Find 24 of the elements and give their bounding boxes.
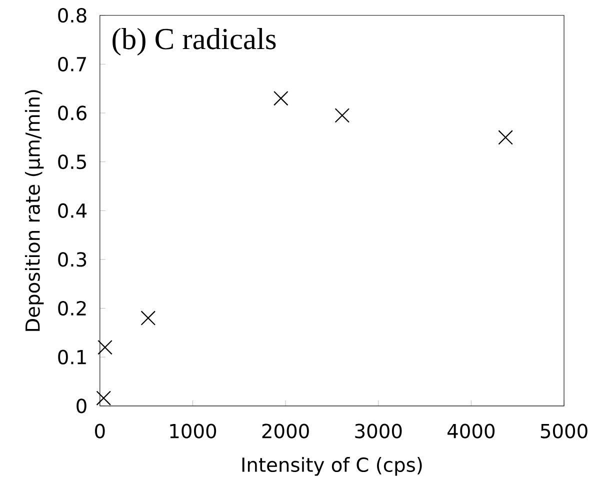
point <box>334 108 350 123</box>
y-axis-title: Deposition rate (μm/min) <box>24 90 44 331</box>
y-tick-label: 0.7 <box>58 56 86 72</box>
y-tick-label: 0.6 <box>58 106 86 120</box>
y-tick-label: 0.4 <box>58 203 87 218</box>
y-tick-label: 0.2 <box>58 300 86 316</box>
x-axis-title: Intensity of C (cps) <box>242 456 422 476</box>
x-tick-label: 4000 <box>448 424 495 438</box>
point <box>96 390 112 406</box>
x-tick-label: 0 <box>95 424 105 438</box>
x-tick-label: 1000 <box>170 424 216 438</box>
y-tick-label: 0 <box>76 398 86 414</box>
x-tick-label: 5000 <box>540 424 588 438</box>
point <box>98 340 112 355</box>
annotation: (b) C radicals <box>112 28 276 56</box>
y-tick-label: 0.5 <box>58 154 86 170</box>
x-tick-label: 2000 <box>262 424 309 438</box>
y-tick-label: 0.8 <box>58 8 86 23</box>
y-tick-label: 0.3 <box>58 252 86 267</box>
point <box>498 130 513 145</box>
x-tick-label: 3000 <box>355 424 402 438</box>
point <box>140 310 156 326</box>
y-tick-label: 0.1 <box>58 350 86 364</box>
point <box>274 90 288 106</box>
